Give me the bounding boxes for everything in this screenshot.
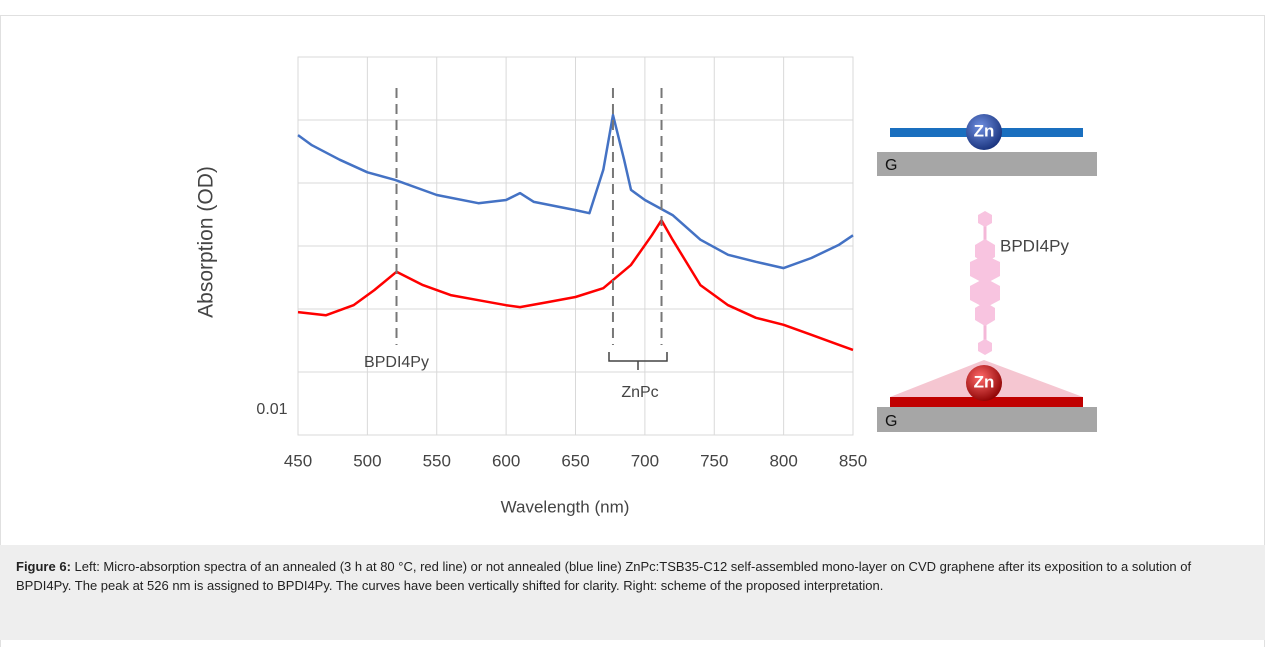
substrate-label: G bbox=[885, 157, 897, 174]
x-tick-label: 500 bbox=[353, 451, 381, 470]
molecule-label: BPDI4Py bbox=[1000, 236, 1069, 255]
substrate-label: G bbox=[885, 413, 897, 430]
y-annotation: 0.01 bbox=[256, 401, 287, 418]
caption: Figure 6: Left: Micro-absorption spectra… bbox=[0, 545, 1265, 640]
atom-label: Zn bbox=[974, 121, 995, 140]
figure: Wavelength (nm) Absorption (OD) 0.01 ZnP… bbox=[195, 56, 1097, 516]
x-tick-label: 700 bbox=[631, 451, 659, 470]
graphene bbox=[877, 407, 1097, 432]
zn-atom bbox=[966, 114, 1002, 150]
series-line bbox=[297, 218, 854, 352]
zn-atom bbox=[966, 365, 1002, 401]
bracket bbox=[608, 352, 668, 370]
x-tick-label: 800 bbox=[769, 451, 797, 470]
caption-text: Left: Micro-absorption spectra of an ann… bbox=[16, 559, 1192, 593]
x-tick-label: 550 bbox=[423, 451, 451, 470]
x-axis-title: Wavelength (nm) bbox=[501, 497, 630, 516]
x-tick-label: 450 bbox=[284, 451, 312, 470]
scheme: Zn G BPDI4Py Zn G bbox=[877, 114, 1097, 432]
x-tick-label: 750 bbox=[700, 451, 728, 470]
marker-label: BPDI4Py bbox=[364, 354, 429, 371]
molecule bbox=[970, 211, 1000, 355]
bracket-label: ZnPc bbox=[621, 384, 658, 401]
graphene bbox=[877, 152, 1097, 176]
plot-area bbox=[297, 56, 854, 436]
x-tick-label: 850 bbox=[839, 451, 867, 470]
series-line bbox=[297, 113, 854, 270]
y-axis-title: Absorption (OD) bbox=[195, 166, 218, 318]
x-tick-label: 650 bbox=[561, 451, 589, 470]
zn-layer bbox=[890, 397, 1083, 407]
x-tick-label: 600 bbox=[492, 451, 520, 470]
atom-label: Zn bbox=[974, 372, 995, 391]
caption-label: Figure 6: bbox=[16, 559, 71, 574]
